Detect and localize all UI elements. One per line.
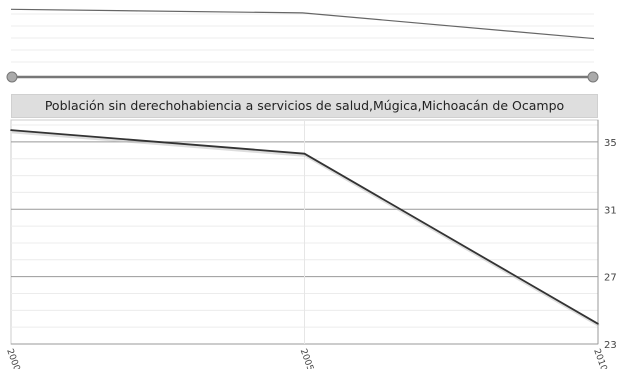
series-group	[10, 129, 600, 327]
data-point	[303, 152, 306, 155]
x-tick-label: 2000	[4, 348, 21, 369]
y-tick-label: 27	[604, 273, 617, 284]
y-tick-label: 23	[604, 340, 617, 351]
x-axis-labels: 2000 2005 2010	[4, 348, 608, 369]
chart-title: Población sin derechohabiencia a servici…	[11, 94, 598, 118]
navigator-gridlines	[11, 13, 594, 63]
data-point	[10, 129, 12, 131]
y-tick-label: 35	[604, 138, 617, 149]
navigator-right-handle[interactable]	[587, 71, 599, 83]
y-tick-label: 31	[604, 205, 617, 216]
y-axis-labels: 23 27 31 35	[604, 138, 617, 351]
navigator[interactable]	[0, 0, 619, 92]
navigator-background	[11, 6, 594, 62]
series-shadow	[11, 130, 600, 327]
navigator-left-handle[interactable]	[6, 71, 18, 83]
data-point	[597, 322, 599, 325]
x-tick-label: 2005	[298, 348, 315, 369]
navigator-series-line	[10, 8, 595, 40]
